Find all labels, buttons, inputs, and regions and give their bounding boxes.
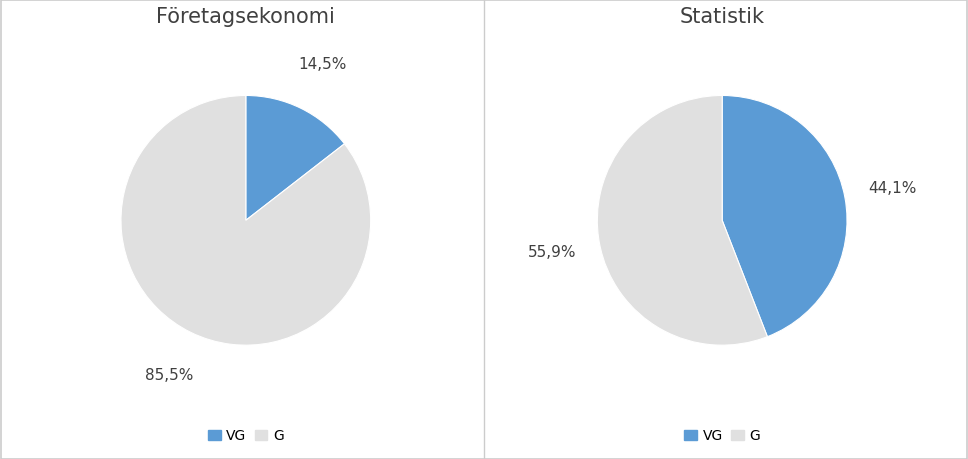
Title: Företagsekonomi: Företagsekonomi <box>157 7 335 27</box>
Text: 14,5%: 14,5% <box>298 57 347 72</box>
Title: Statistik: Statistik <box>680 7 765 27</box>
Text: 85,5%: 85,5% <box>145 369 194 383</box>
Wedge shape <box>722 95 847 337</box>
Wedge shape <box>597 95 768 345</box>
Text: 44,1%: 44,1% <box>868 181 917 196</box>
Legend: VG, G: VG, G <box>202 423 289 448</box>
Legend: VG, G: VG, G <box>679 423 766 448</box>
Text: 55,9%: 55,9% <box>528 245 576 260</box>
Wedge shape <box>246 95 345 220</box>
Wedge shape <box>121 95 371 345</box>
